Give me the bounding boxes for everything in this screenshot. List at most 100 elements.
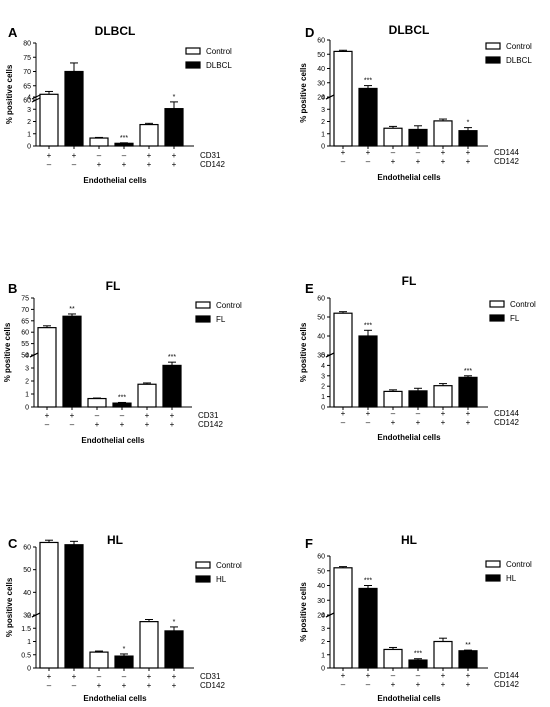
x-row2-sign: +: [391, 157, 396, 166]
y-tick-label: 3: [321, 626, 325, 633]
x-row2-sign: +: [416, 157, 421, 166]
x-row2-sign: +: [97, 681, 102, 690]
y-axis-label: % positive cells: [3, 322, 12, 382]
x-row2-sign: –: [341, 418, 346, 427]
x-row2-sign: +: [172, 681, 177, 690]
x-row1-sign: +: [441, 409, 446, 418]
y-tick-label: 50: [23, 567, 31, 574]
bar: [64, 70, 84, 147]
y-tick-label: 2: [321, 384, 325, 391]
x-row2-sign: +: [416, 680, 421, 689]
x-row2-sign: +: [466, 157, 471, 166]
bar: [458, 376, 478, 408]
x-row2-sign: –: [366, 680, 371, 689]
y-tick-label: 2: [321, 639, 325, 646]
y-tick-label: 0: [25, 405, 29, 412]
bar: [458, 650, 478, 669]
x-row2-sign: +: [466, 680, 471, 689]
panel-letter: C: [8, 536, 18, 551]
x-row1-sign: +: [172, 151, 177, 160]
y-tick-label: 50: [317, 52, 325, 59]
bar: [408, 390, 428, 408]
y-tick-label: 30: [317, 80, 325, 87]
x-row1-sign: +: [341, 148, 346, 157]
legend-swatch: [489, 314, 505, 322]
bar: [114, 655, 134, 669]
y-tick-label: 20: [317, 95, 325, 102]
x-axis-label: Endothelial cells: [83, 694, 147, 703]
y-tick-label: 0: [27, 144, 31, 151]
y-tick-label: 0.5: [21, 652, 31, 659]
x-row2-sign: +: [416, 418, 421, 427]
significance-label: **: [69, 306, 75, 313]
bar: [89, 651, 109, 669]
x-row1-sign: +: [466, 671, 471, 680]
x-row1-sign: +: [147, 151, 152, 160]
legend-label: Control: [216, 561, 242, 570]
marker-row1-label: CD144: [494, 409, 519, 418]
legend-swatch: [195, 575, 211, 583]
x-row2-sign: –: [366, 418, 371, 427]
y-tick-label: 70: [23, 69, 31, 76]
x-row1-sign: +: [145, 411, 150, 420]
x-row1-sign: +: [47, 672, 52, 681]
y-tick-label: 0: [27, 666, 31, 673]
bar: [333, 567, 353, 669]
bar: [164, 630, 184, 669]
bar: [39, 541, 59, 669]
marker-row2-label: CD142: [200, 160, 225, 169]
bar: [64, 544, 84, 669]
legend-swatch: [485, 42, 501, 50]
legend-swatch: [485, 574, 501, 582]
significance-label: *: [173, 94, 176, 101]
x-row1-sign: +: [466, 148, 471, 157]
y-tick-label: 60: [23, 98, 31, 105]
marker-row1-label: CD31: [200, 151, 221, 160]
y-axis-label: % positive cells: [299, 63, 308, 123]
legend-label: FL: [216, 315, 226, 324]
x-row2-sign: +: [391, 418, 396, 427]
panel-title: FL: [402, 274, 417, 288]
y-tick-label: 40: [317, 66, 325, 73]
significance-label: ***: [364, 578, 372, 585]
bar: [62, 315, 82, 408]
bar: [89, 137, 109, 147]
legend-label: Control: [510, 300, 536, 309]
bar: [333, 50, 353, 147]
y-tick-label: 60: [23, 545, 31, 552]
bar: [433, 385, 453, 408]
x-row1-sign: –: [416, 148, 421, 157]
x-row2-sign: +: [122, 681, 127, 690]
marker-row2-label: CD142: [494, 680, 519, 689]
x-row1-sign: –: [120, 411, 125, 420]
y-tick-label: 1.5: [21, 626, 31, 633]
x-row1-sign: –: [97, 672, 102, 681]
marker-row1-label: CD31: [200, 672, 221, 681]
y-tick-label: 60: [21, 330, 29, 337]
x-row1-sign: –: [95, 411, 100, 420]
y-tick-label: 50: [317, 568, 325, 575]
x-row1-sign: +: [441, 148, 446, 157]
bar: [139, 123, 159, 147]
significance-label: *: [467, 120, 470, 127]
y-tick-label: 1: [25, 392, 29, 399]
y-tick-label: 0: [321, 666, 325, 673]
panel-letter: A: [8, 25, 18, 40]
significance-label: ***: [364, 78, 372, 85]
y-tick-label: 60: [317, 38, 325, 45]
x-row1-sign: +: [147, 672, 152, 681]
legend-label: Control: [506, 560, 532, 569]
x-row1-sign: +: [366, 671, 371, 680]
bar: [162, 364, 182, 408]
y-tick-label: 4: [321, 613, 325, 620]
x-row1-sign: –: [97, 151, 102, 160]
marker-row2-label: CD142: [200, 681, 225, 690]
y-tick-label: 1: [27, 131, 31, 138]
marker-row1-label: CD31: [198, 411, 219, 420]
marker-row2-label: CD142: [494, 418, 519, 427]
y-tick-label: 3: [321, 107, 325, 114]
x-row1-sign: –: [391, 671, 396, 680]
y-axis-label: % positive cells: [299, 322, 308, 382]
y-tick-label: 4: [25, 353, 29, 360]
